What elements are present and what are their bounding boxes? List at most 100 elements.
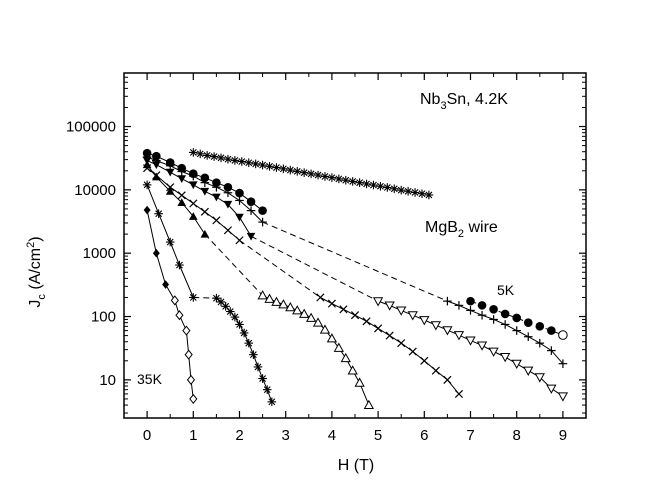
x-tick-label: 1: [189, 427, 197, 444]
marker-stroke: [339, 305, 348, 314]
marker-stroke: [443, 375, 452, 384]
data-point: [251, 159, 260, 169]
data-point: [327, 173, 337, 182]
marker-stroke: [224, 155, 232, 163]
data-point: [466, 306, 475, 315]
data-point: [189, 171, 198, 181]
marker-stroke: [408, 347, 417, 356]
series-diamond: [143, 205, 198, 405]
data-point: [333, 342, 344, 352]
marker-stroke: [226, 308, 234, 315]
data-point: [177, 198, 187, 207]
data-point: [500, 353, 511, 363]
marker-stroke: [223, 226, 233, 235]
data-point: [189, 148, 198, 157]
data-point: [212, 193, 221, 202]
data-point: [200, 229, 210, 238]
data-point: [512, 326, 521, 335]
x-tick-label: 8: [513, 427, 521, 444]
data-point: [177, 175, 187, 184]
marker-stroke: [259, 375, 267, 382]
data-point: [152, 151, 161, 161]
data-point: [246, 197, 256, 207]
data-point: [237, 157, 247, 166]
data-point: [454, 389, 464, 398]
data-point: [299, 308, 310, 318]
data-point: [189, 212, 198, 220]
data-point: [489, 305, 498, 314]
marker-stroke: [300, 169, 308, 177]
series-line-solid: [146, 160, 252, 237]
data-point: [235, 196, 244, 205]
y-tick-label: 100000: [66, 119, 116, 136]
data-point: [267, 397, 277, 407]
x-tick-label: 9: [559, 427, 567, 444]
data-point: [223, 154, 233, 164]
data-point: [547, 326, 556, 335]
marker-stroke: [245, 159, 253, 167]
marker-stroke: [217, 298, 225, 306]
data-point: [354, 377, 365, 387]
data-point: [476, 341, 488, 351]
data-point: [154, 209, 163, 219]
data-point: [189, 293, 198, 302]
data-point: [253, 362, 263, 372]
data-point: [341, 175, 351, 185]
data-point: [320, 172, 330, 181]
label-5k: 5K: [497, 282, 515, 298]
series-line-dashed: [239, 239, 321, 298]
data-point: [477, 310, 487, 320]
data-point: [212, 216, 221, 225]
data-point: [489, 315, 498, 324]
data-point: [327, 299, 336, 308]
marker-stroke: [210, 153, 218, 161]
series-layer: [142, 148, 569, 410]
marker-stroke: [356, 179, 364, 187]
data-point: [264, 293, 275, 303]
marker-stroke: [189, 148, 197, 156]
data-point: [189, 393, 198, 405]
data-point: [396, 185, 406, 195]
data-point: [182, 325, 191, 336]
series-asterisk: [142, 180, 277, 407]
marker-stroke: [397, 186, 405, 194]
data-point: [292, 305, 303, 315]
data-point: [408, 347, 417, 356]
data-point: [383, 183, 392, 192]
data-point: [355, 178, 364, 187]
data-point: [500, 320, 510, 329]
data-point: [244, 338, 254, 348]
label-35k: 35K: [137, 371, 163, 387]
data-point: [511, 359, 522, 370]
data-point: [258, 374, 267, 383]
marker-stroke: [404, 187, 412, 195]
marker-stroke: [240, 329, 248, 337]
data-point: [235, 188, 244, 198]
data-point: [465, 336, 476, 346]
marker-stroke: [200, 207, 209, 216]
marker-stroke: [385, 331, 394, 340]
marker-stroke: [155, 210, 163, 218]
y-tick-label: 10: [99, 372, 116, 389]
marker-stroke: [328, 174, 336, 182]
data-point: [424, 190, 434, 200]
data-point: [334, 174, 344, 184]
data-point: [223, 188, 233, 198]
x-tick-label: 5: [374, 427, 382, 444]
marker-stroke: [203, 151, 211, 159]
y-axis-label: Jc (A/cm2): [25, 236, 48, 307]
data-point: [212, 182, 221, 192]
data-point: [162, 280, 170, 289]
data-point: [319, 324, 331, 334]
marker-stroke: [327, 299, 336, 308]
data-point: [305, 312, 317, 322]
marker-stroke: [217, 154, 225, 162]
series-plus: [142, 152, 568, 369]
marker-stroke: [231, 156, 239, 164]
data-point: [279, 164, 288, 174]
data-point: [265, 162, 274, 171]
data-point: [454, 301, 464, 310]
data-point: [272, 163, 281, 172]
data-point: [186, 374, 196, 385]
data-point: [340, 352, 351, 363]
